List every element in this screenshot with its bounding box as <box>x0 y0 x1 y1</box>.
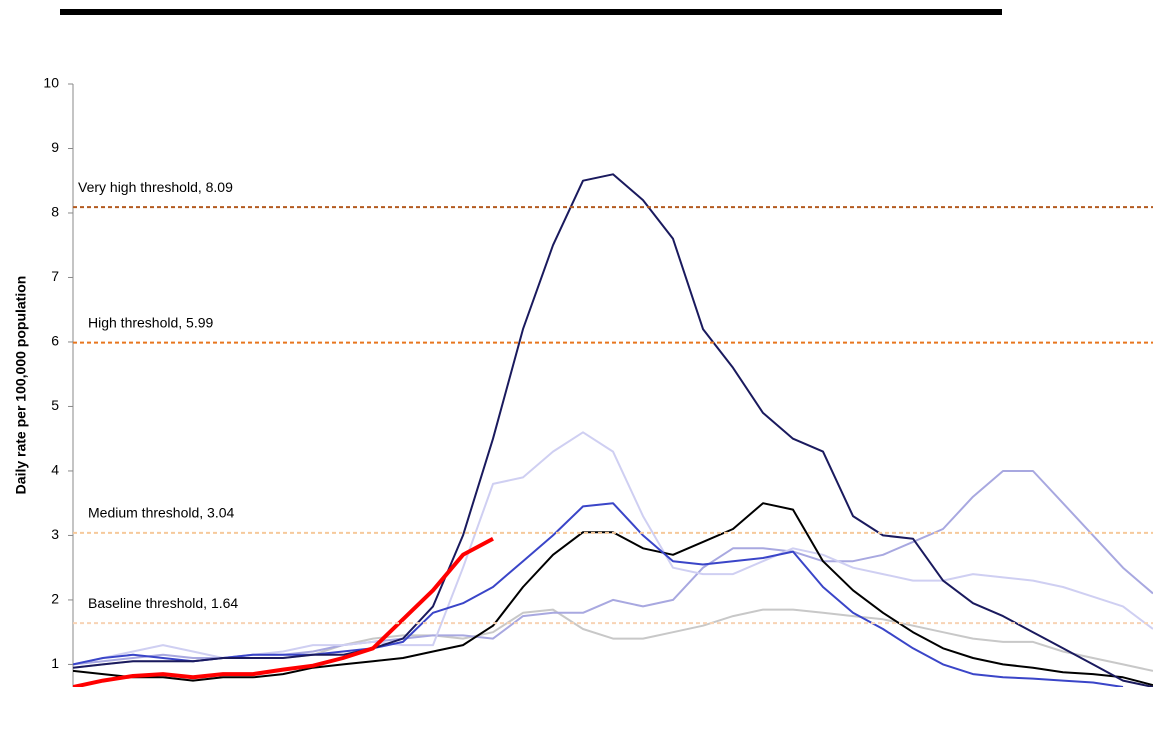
y-tick-label: 2 <box>51 591 59 607</box>
threshold-label: Very high threshold, 8.09 <box>78 179 233 195</box>
threshold-label: Baseline threshold, 1.64 <box>88 595 238 611</box>
y-tick-label: 4 <box>51 462 59 478</box>
series-line <box>73 502 1124 687</box>
series-line <box>73 470 1153 666</box>
y-tick-label: 10 <box>43 75 59 91</box>
y-tick-label: 3 <box>51 526 59 542</box>
y-tick-label: 7 <box>51 268 59 284</box>
y-tick-label: 9 <box>51 139 59 155</box>
threshold-label: High threshold, 5.99 <box>88 314 214 330</box>
y-tick-label: 6 <box>51 333 59 349</box>
threshold-label: Medium threshold, 3.04 <box>88 505 235 521</box>
y-tick-label: 8 <box>51 204 59 220</box>
series-line <box>73 173 1153 687</box>
series-line <box>73 536 494 687</box>
series-line <box>73 431 1153 666</box>
y-tick-label: 1 <box>51 655 59 671</box>
header-bar <box>60 9 1002 15</box>
y-tick-label: 5 <box>51 397 59 413</box>
y-axis-label: Daily rate per 100,000 population <box>13 276 29 495</box>
